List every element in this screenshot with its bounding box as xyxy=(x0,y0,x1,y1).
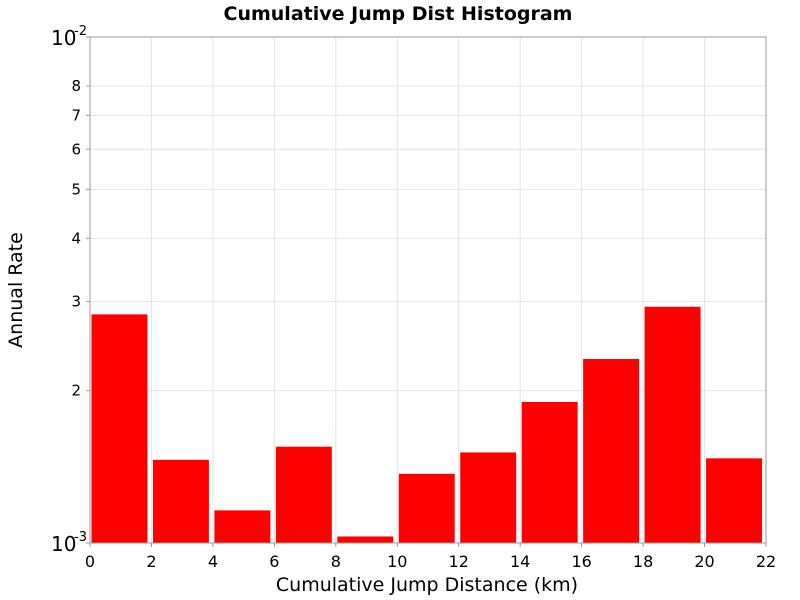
y-tick-label: 2 xyxy=(71,382,81,400)
histogram-bar-8 xyxy=(583,359,640,543)
x-tick-label: 12 xyxy=(449,552,469,571)
histogram-bar-6 xyxy=(460,452,517,543)
x-tick-label: 4 xyxy=(208,552,218,571)
x-tick-label: 6 xyxy=(269,552,279,571)
y-axis-label: Annual Rate xyxy=(5,232,27,348)
y-tick-label: 5 xyxy=(71,180,81,198)
chart-title: Cumulative Jump Dist Histogram xyxy=(224,3,573,25)
plot-frame xyxy=(89,36,767,544)
y-tick-label: 4 xyxy=(71,229,81,247)
y-decade-base: 10 xyxy=(51,532,76,556)
y-tick-label: 7 xyxy=(71,106,81,124)
histogram-bar-2 xyxy=(214,510,271,543)
histogram-bar-9 xyxy=(644,306,701,543)
histogram-bar-10 xyxy=(706,458,762,543)
x-tick-label: 0 xyxy=(85,552,95,571)
histogram-bar-3 xyxy=(275,446,332,543)
x-tick-label: 22 xyxy=(756,552,776,571)
x-tick-label: 20 xyxy=(694,552,714,571)
histogram-bar-7 xyxy=(521,401,578,543)
bars-layer xyxy=(91,306,762,543)
y-tick-label: 8 xyxy=(71,77,81,95)
y-tick-label: 3 xyxy=(71,293,81,311)
x-tick-label: 10 xyxy=(387,552,407,571)
x-tick-label: 8 xyxy=(331,552,341,571)
x-tick-label: 16 xyxy=(571,552,591,571)
histogram-bar-0 xyxy=(91,314,148,543)
y-decade-exponent: -3 xyxy=(74,530,87,545)
y-decade-base: 10 xyxy=(51,26,76,50)
histogram-bar-4 xyxy=(337,536,394,543)
x-tick-label: 18 xyxy=(633,552,653,571)
y-decade-exponent: -2 xyxy=(74,24,87,39)
x-tick-label: 14 xyxy=(510,552,530,571)
x-axis-label: Cumulative Jump Distance (km) xyxy=(276,574,578,596)
x-tick-label: 2 xyxy=(146,552,156,571)
y-tick-label: 6 xyxy=(71,140,81,158)
histogram-bar-5 xyxy=(398,473,455,543)
histogram-bar-1 xyxy=(152,459,209,543)
